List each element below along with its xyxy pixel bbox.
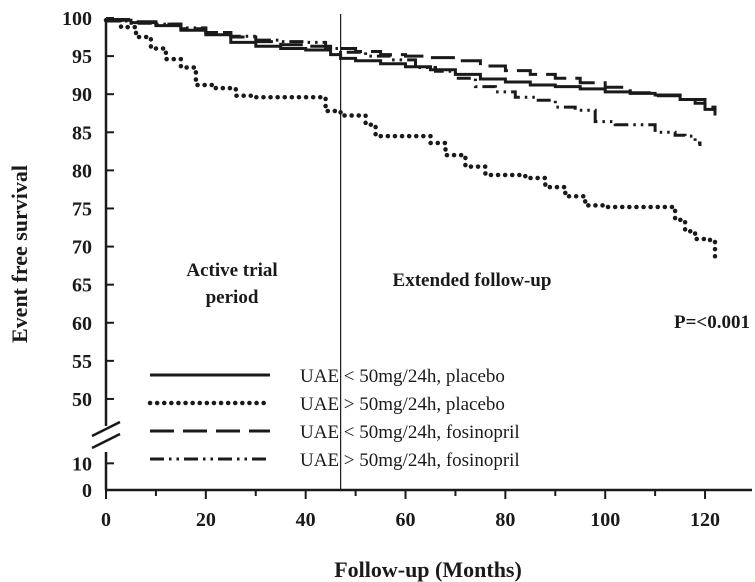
series-line-1 (106, 18, 717, 116)
annotation-1-line-1: Active trial (186, 260, 277, 281)
series-line-4 (106, 19, 702, 146)
series-layer (103, 18, 718, 263)
legend-label-3: UAE < 50mg/24h, fosinopril (300, 422, 520, 443)
legend-label-1: UAE < 50mg/24h, placebo (300, 366, 505, 387)
series-line-2 (103, 18, 718, 263)
x-axis-title: Follow-up (Months) (334, 557, 522, 582)
y-tick-label: 65 (72, 275, 92, 297)
x-tick-label: 100 (590, 509, 620, 531)
y-tick-label: 95 (72, 46, 92, 68)
axis-break-mark-2 (91, 432, 121, 450)
axis-break-mark-1 (91, 420, 121, 438)
y-axis-title: Event free survival (7, 165, 32, 343)
legend-label-2: UAE > 50mg/24h, placebo (300, 394, 505, 415)
x-tick-label: 80 (495, 509, 515, 531)
y-tick-label: 100 (62, 8, 92, 30)
y-tick-label: 80 (72, 160, 92, 182)
x-tick-label: 20 (196, 509, 216, 531)
legend-label-4: UAE > 50mg/24h, fosinopril (300, 450, 520, 471)
y-tick-label: 70 (72, 237, 92, 259)
y-tick-label: 85 (72, 122, 92, 144)
y-tick-label: 90 (72, 84, 92, 106)
y-tick-label: 50 (72, 389, 92, 411)
annotation-1-line-2: period (206, 287, 259, 308)
axes-layer (91, 14, 752, 499)
y-tick-label: 55 (72, 351, 92, 373)
series-line-3 (106, 18, 717, 113)
y-tick-label: 75 (72, 198, 92, 220)
y-tick-label: 10 (72, 453, 92, 475)
y-tick-label: 0 (82, 480, 92, 502)
annotation-3-line-1: P=<0.001 (674, 312, 750, 333)
annotation-2-line-1: Extended follow-up (393, 270, 552, 291)
x-tick-label: 60 (396, 509, 416, 531)
x-tick-label: 120 (690, 509, 720, 531)
legend: UAE < 50mg/24h, placebo UAE > 50mg/24h, p… (147, 366, 520, 471)
x-tick-label: 40 (296, 509, 316, 531)
y-tick-label: 60 (72, 313, 92, 335)
x-tick-label: 0 (101, 509, 111, 531)
